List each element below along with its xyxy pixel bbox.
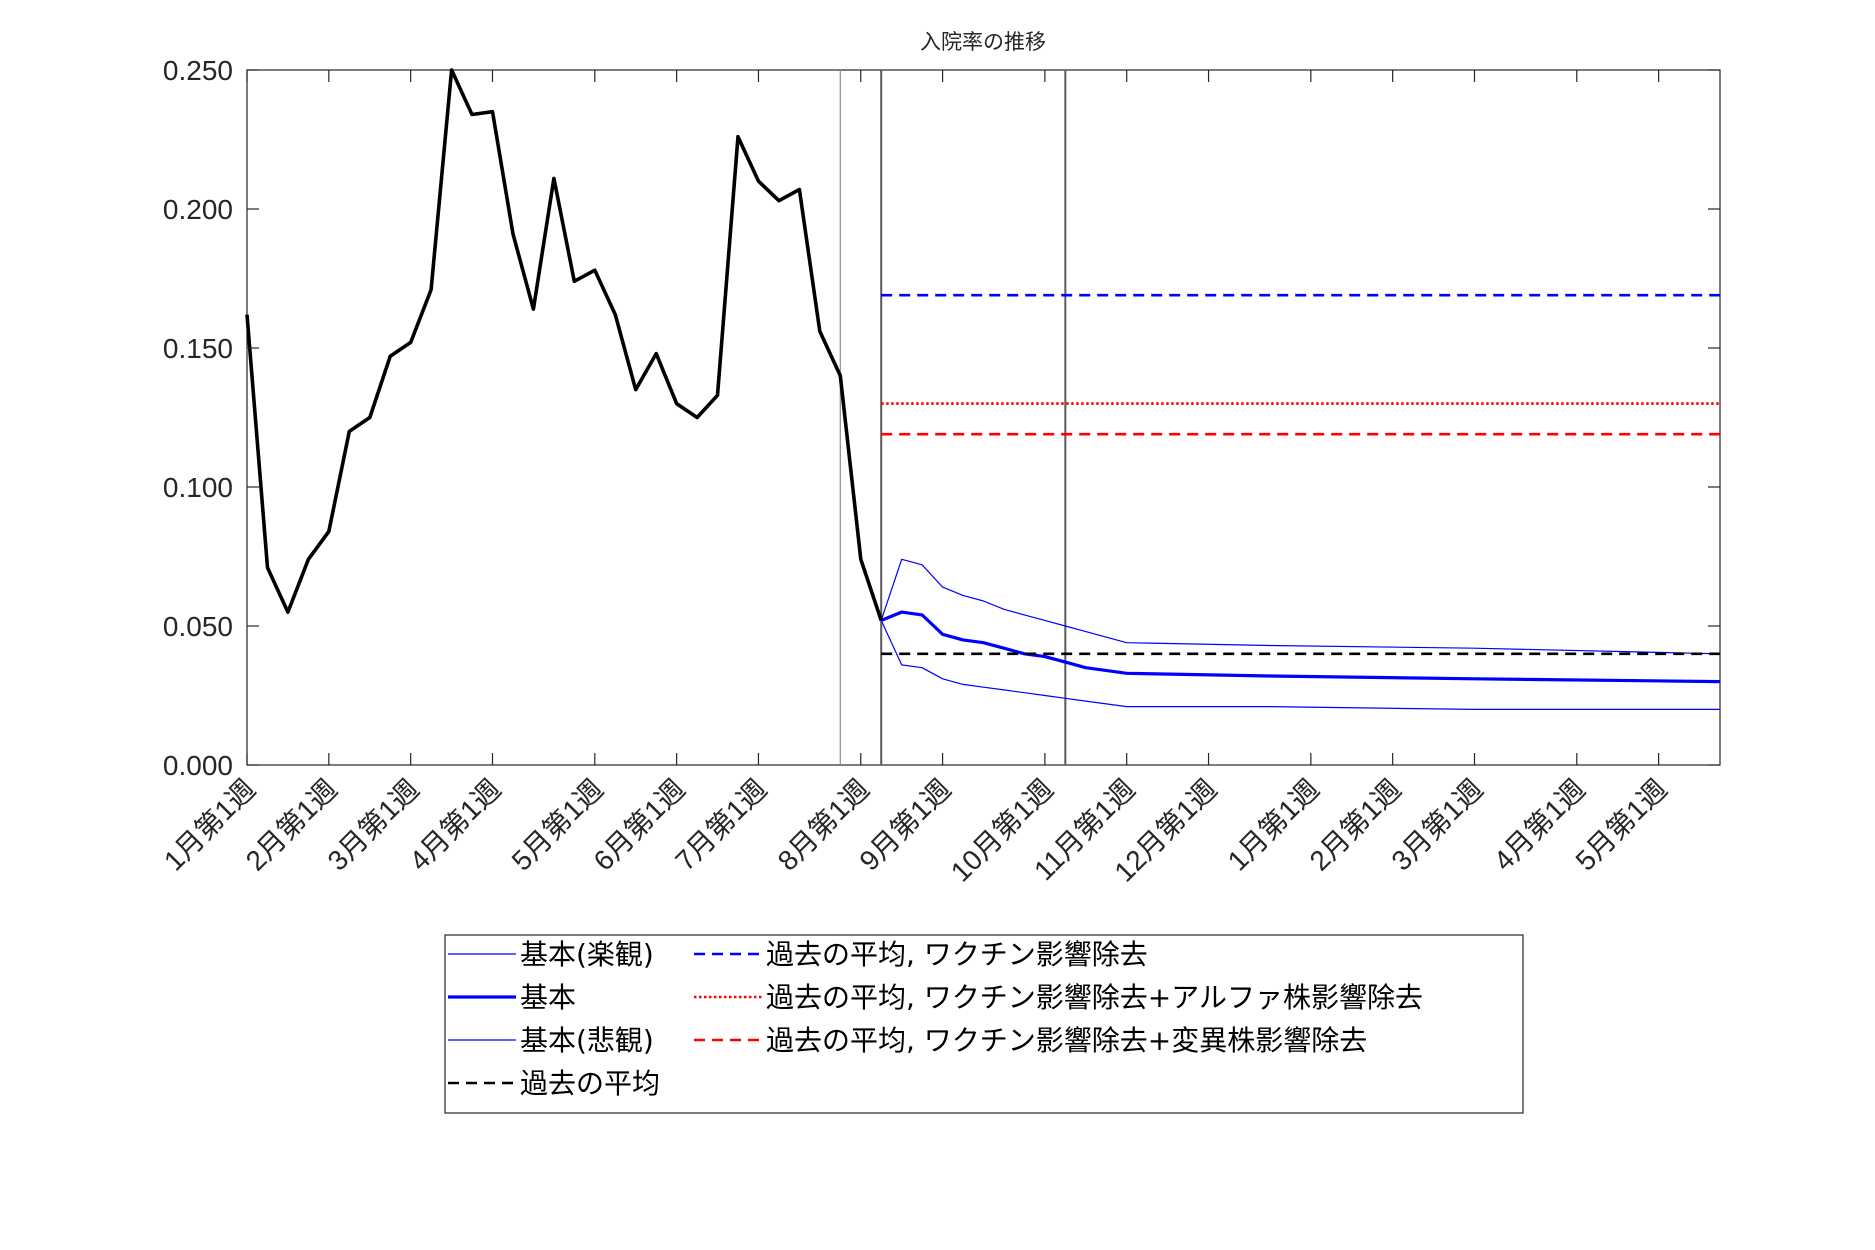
legend-label-left-2: 基本(悲観) bbox=[520, 1024, 654, 1057]
vertical-reference-lines bbox=[839, 70, 1067, 765]
y-tick-label-4: 0.200 bbox=[163, 194, 233, 225]
chart-title: 入院率の推移 bbox=[920, 30, 1046, 54]
y-tick-label-3: 0.150 bbox=[163, 333, 233, 364]
legend-box bbox=[444, 934, 1524, 1114]
plot-area bbox=[246, 69, 1721, 766]
series-line-2 bbox=[880, 620, 1720, 711]
x-tick-label-14: 3月第1週 bbox=[1385, 773, 1488, 876]
legend-label-left-1: 基本 bbox=[520, 981, 576, 1014]
x-tick-label-3: 4月第1週 bbox=[403, 773, 506, 876]
series-layer bbox=[245, 68, 1721, 711]
legend-label-right-2: 過去の平均, ワクチン影響除去+変異株影響除去 bbox=[766, 1024, 1367, 1057]
y-axis: 0.000 0.050 0.100 0.150 0.200 0.250 bbox=[163, 55, 1720, 781]
legend-label-right-0: 過去の平均, ワクチン影響除去 bbox=[766, 938, 1148, 971]
x-tick-label-6: 7月第1週 bbox=[669, 773, 772, 876]
y-tick-label-0: 0.000 bbox=[163, 750, 233, 781]
series-line-0 bbox=[880, 558, 1721, 655]
x-tick-label-16: 5月第1週 bbox=[1570, 773, 1673, 876]
series-line-1 bbox=[880, 610, 1721, 684]
legend-label-right-1: 過去の平均, ワクチン影響除去+アルファ株影響除去 bbox=[766, 981, 1423, 1014]
series-line-7 bbox=[245, 68, 883, 621]
y-tick-label-1: 0.050 bbox=[163, 611, 233, 642]
x-tick-label-8: 9月第1週 bbox=[853, 773, 956, 876]
legend-label-left-0: 基本(楽観) bbox=[520, 938, 654, 971]
legend-label-left-3: 過去の平均 bbox=[520, 1067, 660, 1100]
y-tick-label-2: 0.100 bbox=[163, 472, 233, 503]
y-tick-label-5: 0.250 bbox=[163, 55, 233, 86]
